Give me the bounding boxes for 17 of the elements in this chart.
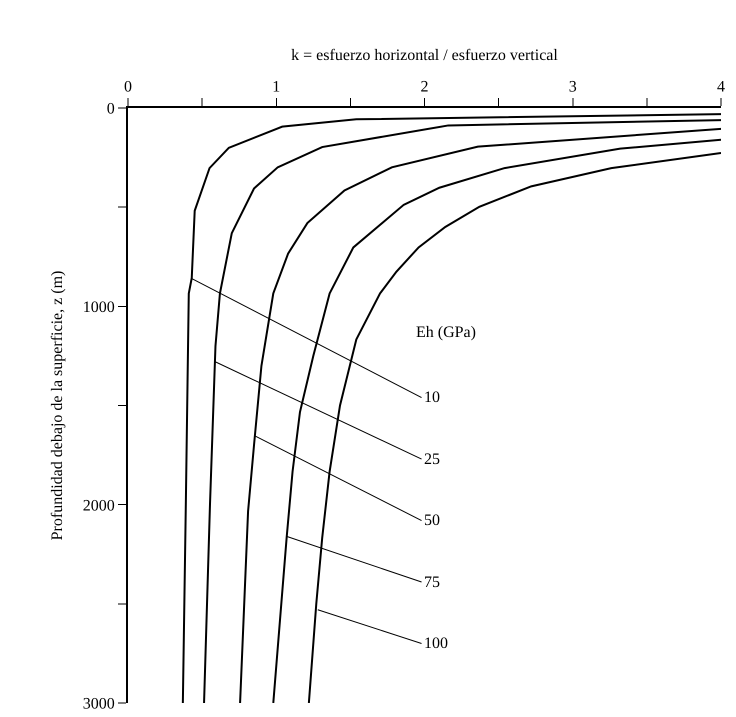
x-tick-label: 3 — [568, 78, 577, 96]
y-tick-label: 1000 — [82, 298, 115, 316]
annotation: 75 — [424, 574, 440, 591]
annotation: 10 — [424, 389, 440, 406]
legend-title: Eh (GPa) — [416, 324, 476, 341]
annotation: 100 — [424, 635, 448, 652]
x-tick-label: 1 — [272, 78, 280, 96]
y-tick-label: 0 — [106, 100, 115, 118]
x-tick-label: 0 — [124, 78, 132, 96]
x-tick-label: 4 — [717, 78, 725, 96]
annotation: 25 — [424, 451, 440, 468]
annotation: 50 — [424, 512, 440, 529]
y-tick-label: 3000 — [82, 696, 115, 713]
y-tick-label: 2000 — [82, 497, 115, 514]
y-axis-title: Profundidad debajo de la superficie, z (m) — [49, 270, 66, 540]
x-tick-label: 2 — [420, 78, 428, 96]
x-axis-title: k = esfuerzo horizontal / esfuerzo vertical — [291, 47, 558, 64]
